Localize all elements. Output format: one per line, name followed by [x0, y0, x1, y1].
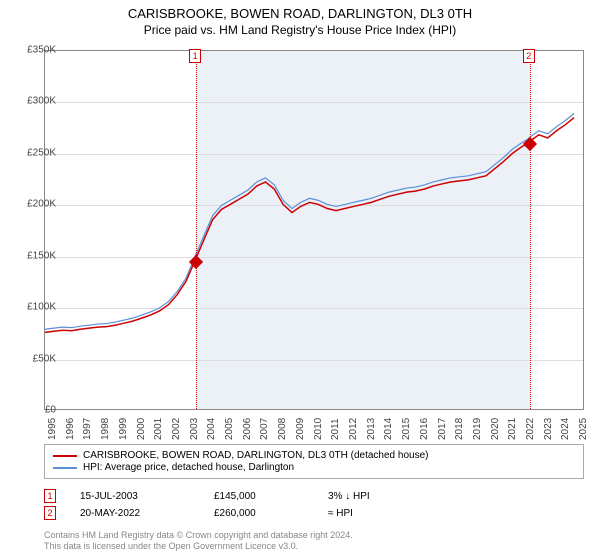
- sale-row-price: £260,000: [214, 508, 304, 519]
- sale-table: 1 15-JUL-2003 £145,000 3% ↓ HPI 2 20-MAY-2022…: [44, 486, 584, 523]
- footer-line2: This data is licensed under the Open Gov…: [44, 541, 353, 552]
- x-tick-label: 2013: [366, 418, 377, 440]
- x-tick-label: 2023: [543, 418, 554, 440]
- x-tick-label: 2022: [525, 418, 536, 440]
- x-tick-label: 2003: [189, 418, 200, 440]
- legend-label-hpi: HPI: Average price, detached house, Darl…: [83, 462, 294, 473]
- plot-area: [44, 50, 584, 410]
- legend-row-property: CARISBROOKE, BOWEN ROAD, DARLINGTON, DL3…: [53, 450, 575, 461]
- legend: CARISBROOKE, BOWEN ROAD, DARLINGTON, DL3…: [44, 444, 584, 479]
- x-tick-label: 2020: [490, 418, 501, 440]
- x-tick-label: 2002: [171, 418, 182, 440]
- series-property: [45, 118, 574, 333]
- x-tick-label: 2011: [330, 418, 341, 440]
- legend-swatch-hpi: [53, 467, 77, 469]
- x-tick-label: 2012: [348, 418, 359, 440]
- x-tick-label: 1995: [47, 418, 58, 440]
- x-tick-label: 2019: [472, 418, 483, 440]
- y-tick-label: £150K: [27, 250, 56, 261]
- sale-marker-box: 2: [523, 49, 535, 63]
- footer-line1: Contains HM Land Registry data © Crown c…: [44, 530, 353, 541]
- sale-row-diff: ≈ HPI: [328, 508, 418, 519]
- x-tick-label: 2024: [560, 418, 571, 440]
- y-tick-label: £350K: [27, 45, 56, 56]
- y-tick-label: £0: [45, 405, 56, 416]
- legend-row-hpi: HPI: Average price, detached house, Darl…: [53, 462, 575, 473]
- sale-marker-line: [530, 51, 531, 409]
- sale-row-date: 15-JUL-2003: [80, 491, 190, 502]
- x-tick-label: 2015: [401, 418, 412, 440]
- x-tick-label: 2025: [578, 418, 589, 440]
- y-tick-label: £250K: [27, 147, 56, 158]
- y-tick-label: £300K: [27, 96, 56, 107]
- x-tick-label: 2018: [454, 418, 465, 440]
- x-tick-label: 1996: [65, 418, 76, 440]
- x-tick-label: 2009: [295, 418, 306, 440]
- chart-title: CARISBROOKE, BOWEN ROAD, DARLINGTON, DL3…: [0, 6, 600, 21]
- sale-row-marker: 1: [44, 489, 56, 503]
- x-tick-label: 2010: [313, 418, 324, 440]
- x-tick-label: 2021: [507, 418, 518, 440]
- line-svg: [45, 51, 583, 409]
- x-tick-label: 1998: [100, 418, 111, 440]
- chart-subtitle: Price paid vs. HM Land Registry's House …: [0, 23, 600, 37]
- x-tick-label: 2014: [383, 418, 394, 440]
- x-tick-label: 2004: [206, 418, 217, 440]
- x-tick-label: 2016: [419, 418, 430, 440]
- sale-row: 2 20-MAY-2022 £260,000 ≈ HPI: [44, 506, 584, 520]
- y-tick-label: £50K: [33, 353, 56, 364]
- legend-swatch-property: [53, 455, 77, 457]
- x-tick-label: 2006: [242, 418, 253, 440]
- sale-row-date: 20-MAY-2022: [80, 508, 190, 519]
- y-tick-label: £200K: [27, 199, 56, 210]
- legend-label-property: CARISBROOKE, BOWEN ROAD, DARLINGTON, DL3…: [83, 450, 428, 461]
- x-tick-label: 1999: [118, 418, 129, 440]
- x-tick-label: 1997: [82, 418, 93, 440]
- x-tick-label: 2008: [277, 418, 288, 440]
- x-tick-label: 2005: [224, 418, 235, 440]
- x-tick-label: 2017: [437, 418, 448, 440]
- footer: Contains HM Land Registry data © Crown c…: [44, 530, 353, 552]
- chart-container: CARISBROOKE, BOWEN ROAD, DARLINGTON, DL3…: [0, 0, 600, 560]
- x-tick-label: 2000: [136, 418, 147, 440]
- sale-marker-line: [196, 51, 197, 409]
- series-hpi: [45, 113, 574, 329]
- sale-row-marker: 2: [44, 506, 56, 520]
- sale-row: 1 15-JUL-2003 £145,000 3% ↓ HPI: [44, 489, 584, 503]
- sale-row-diff: 3% ↓ HPI: [328, 491, 418, 502]
- title-block: CARISBROOKE, BOWEN ROAD, DARLINGTON, DL3…: [0, 0, 600, 37]
- sale-row-price: £145,000: [214, 491, 304, 502]
- x-tick-label: 2007: [259, 418, 270, 440]
- y-tick-label: £100K: [27, 302, 56, 313]
- x-tick-label: 2001: [153, 418, 164, 440]
- sale-marker-box: 1: [189, 49, 201, 63]
